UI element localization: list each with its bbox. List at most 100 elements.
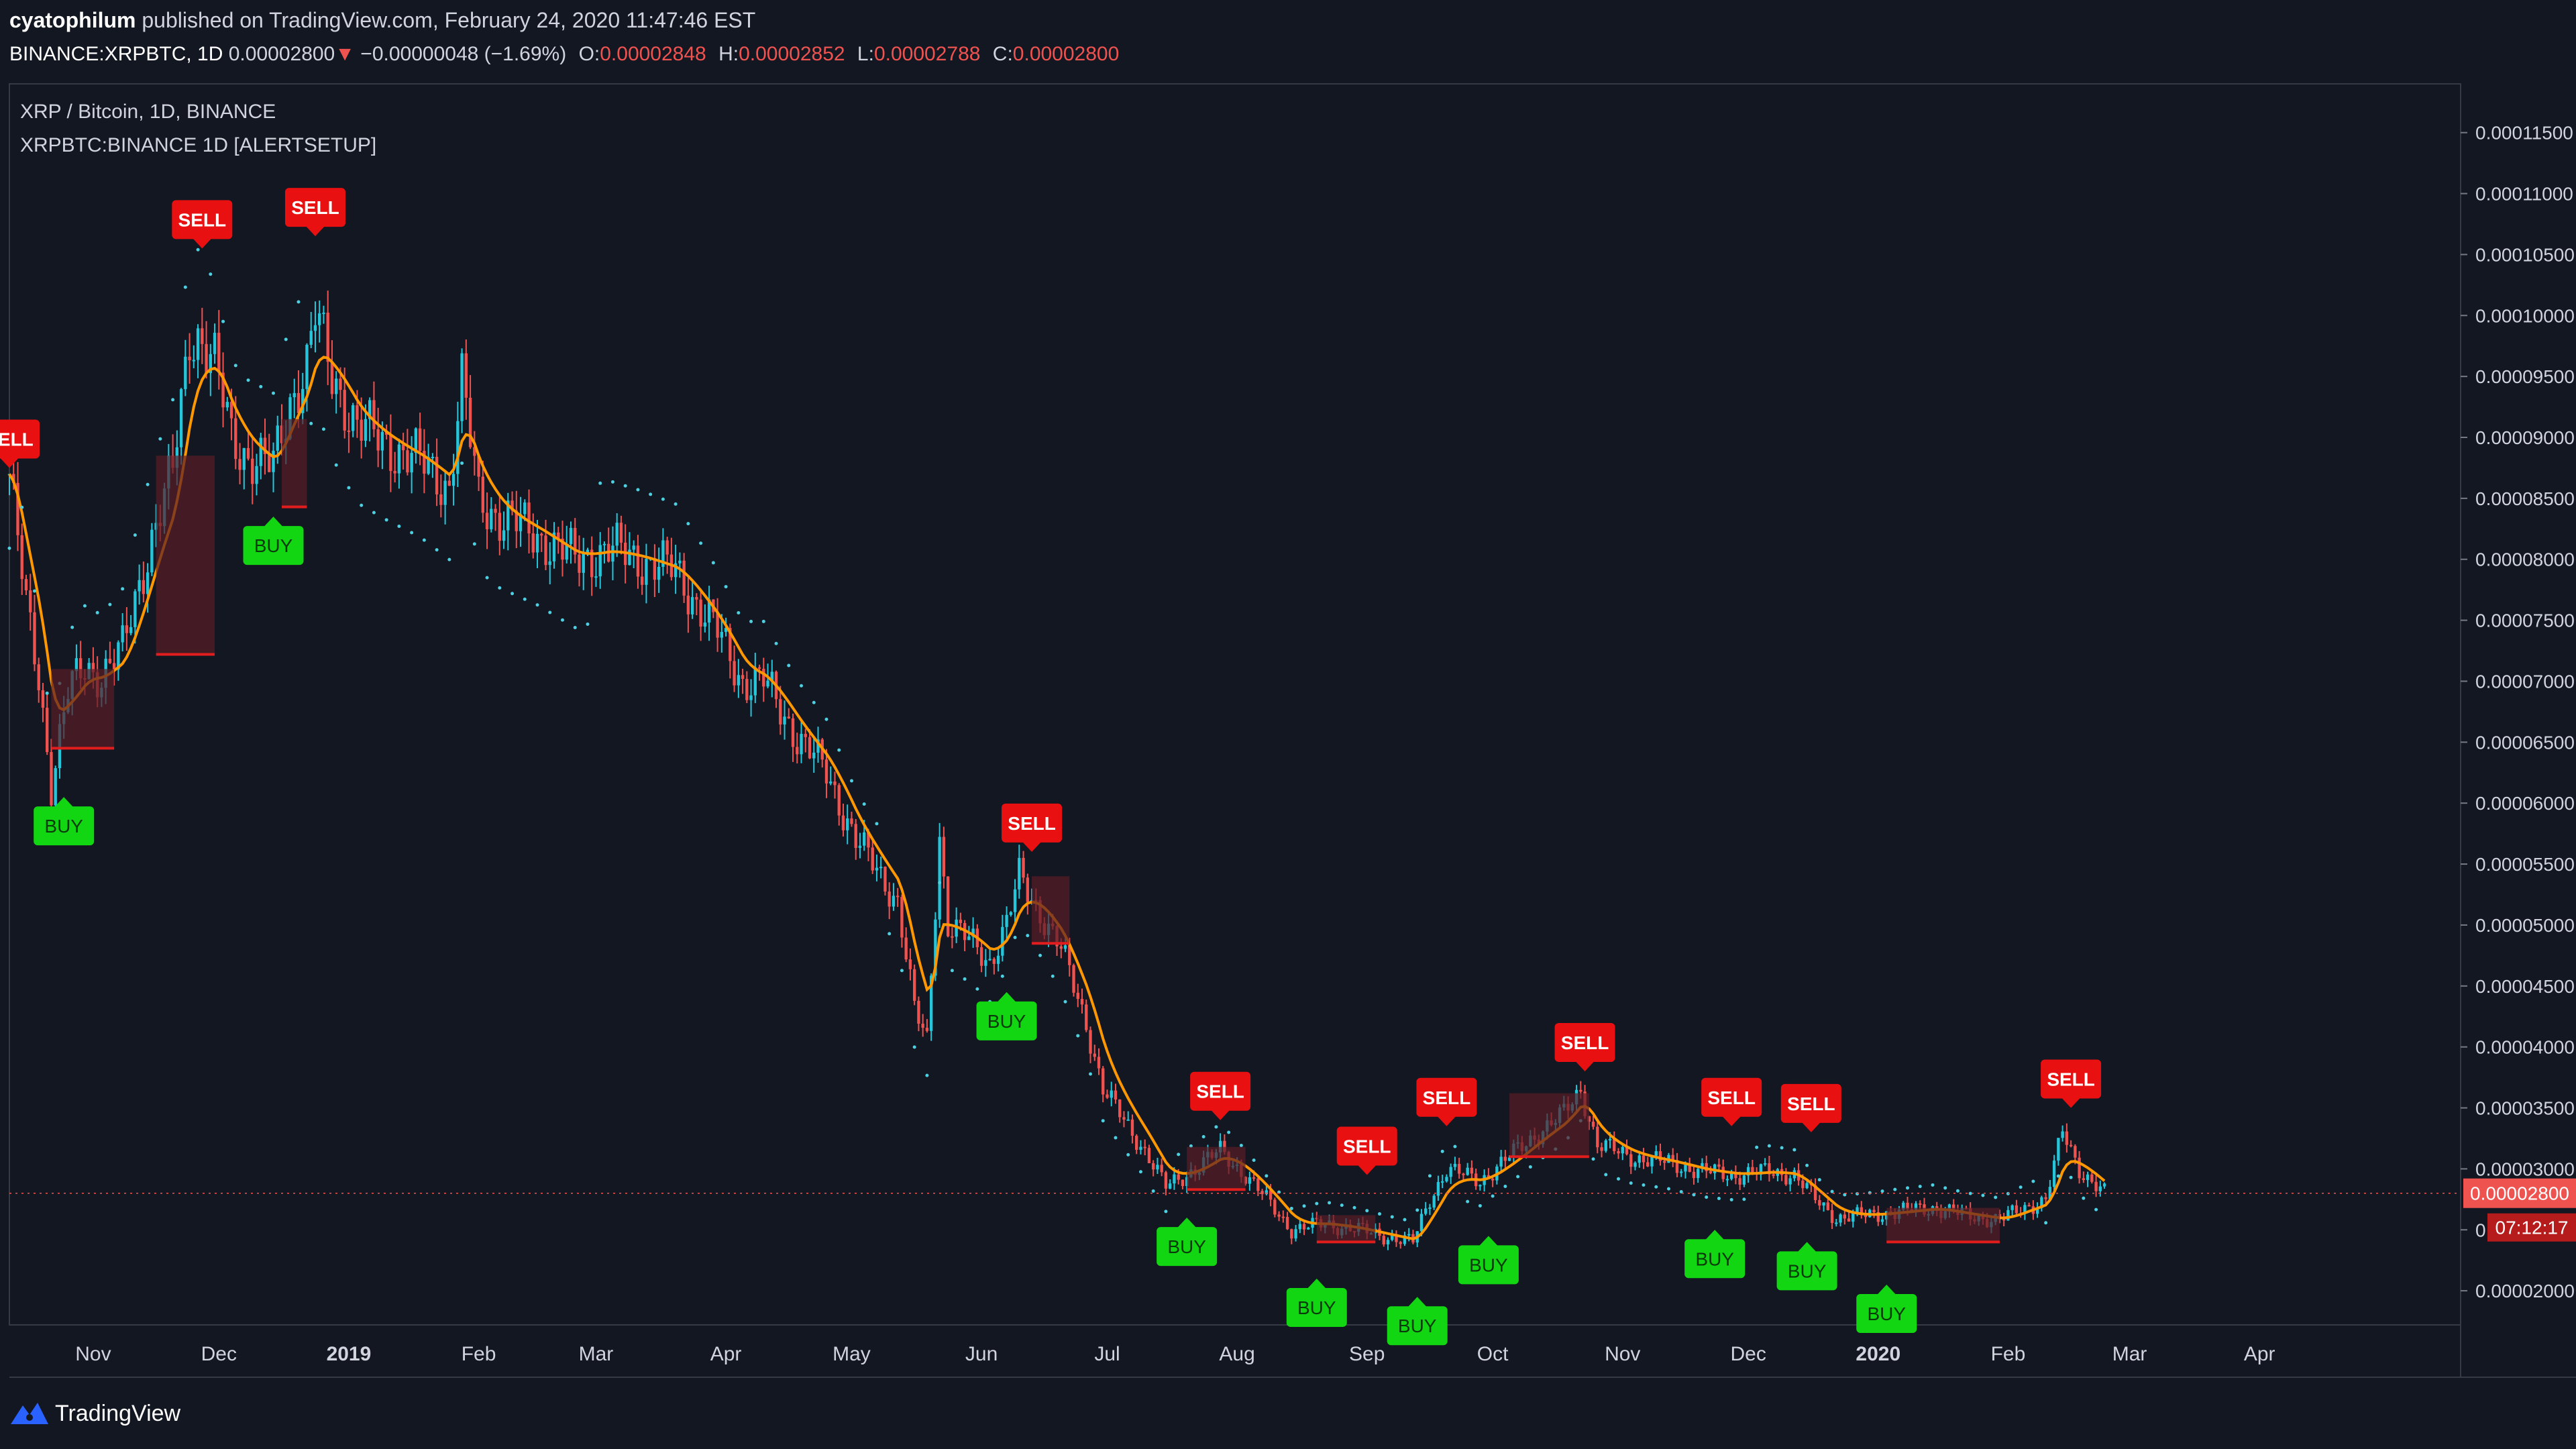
tradingview-logo[interactable]: TradingView xyxy=(9,1397,180,1430)
candle-body xyxy=(309,331,313,345)
stop-dot xyxy=(1428,1174,1432,1178)
sell-label: SELL xyxy=(0,429,34,449)
buy-signal[interactable]: BUY xyxy=(976,991,1037,1040)
candle-body xyxy=(816,739,820,753)
sell-label: SELL xyxy=(1196,1081,1244,1102)
buy-signal[interactable]: BUY xyxy=(1286,1278,1347,1327)
stop-dot xyxy=(20,505,24,509)
author-name[interactable]: cyatophilum xyxy=(9,8,136,32)
stop-dot xyxy=(1076,1034,1080,1038)
candle-body xyxy=(590,549,594,578)
sell-label: SELL xyxy=(1707,1087,1756,1108)
candle-body xyxy=(1298,1224,1302,1230)
candle-body xyxy=(745,679,749,700)
stop-dot xyxy=(523,597,527,601)
sell-signal[interactable]: SELL xyxy=(1780,1083,1841,1132)
stop-dot xyxy=(2019,1185,2023,1189)
candle-body xyxy=(2065,1131,2069,1145)
candle-body xyxy=(288,397,292,439)
buy-signal[interactable]: BUY xyxy=(1458,1236,1519,1285)
indicator-legend[interactable]: XRPBTC:BINANCE 1D [ALERTSETUP] xyxy=(20,134,377,156)
candle-body xyxy=(594,576,598,578)
sell-signal[interactable]: SELL xyxy=(2041,1059,2102,1108)
sell-signal[interactable]: SELL xyxy=(284,188,345,237)
buy-signal[interactable]: BUY xyxy=(1684,1230,1746,1279)
candle-body xyxy=(1013,889,1017,912)
candle-body xyxy=(925,1028,929,1031)
buy-signal[interactable]: BUY xyxy=(243,517,304,566)
candle-body xyxy=(297,392,301,413)
stop-dot xyxy=(812,700,816,704)
candle-body xyxy=(602,543,606,545)
buy-box xyxy=(1458,1245,1519,1285)
stop-dot xyxy=(2031,1179,2035,1183)
candle-body xyxy=(1688,1165,1691,1172)
sell-signal[interactable]: SELL xyxy=(0,419,40,468)
y-tick-label: 0.00005500 xyxy=(2475,854,2575,875)
sell-pointer xyxy=(193,238,212,249)
candle-body xyxy=(1269,1190,1273,1200)
sell-signal[interactable]: SELL xyxy=(1416,1077,1477,1126)
candle-body xyxy=(586,549,590,554)
buy-signal[interactable]: BUY xyxy=(1387,1297,1448,1346)
candle-body xyxy=(129,627,133,633)
stop-dot xyxy=(1026,934,1030,938)
candle-body xyxy=(2098,1186,2102,1191)
stop-dot xyxy=(45,691,49,695)
sell-signal[interactable]: SELL xyxy=(1701,1077,1762,1126)
candle-body xyxy=(423,451,426,474)
candle-body xyxy=(456,421,460,474)
sell-signal[interactable]: SELL xyxy=(1336,1126,1397,1175)
sell-label: SELL xyxy=(1787,1093,1835,1114)
candle-body xyxy=(1717,1164,1721,1167)
countdown-label: 07:12:17 xyxy=(2496,1218,2569,1238)
buy-signal[interactable]: BUY xyxy=(1856,1285,1917,1334)
sell-signal[interactable]: SELL xyxy=(1002,803,1063,852)
stop-dot xyxy=(623,484,627,488)
stop-dot xyxy=(1880,1189,1884,1193)
x-tick-label: Dec xyxy=(1730,1343,1766,1365)
sell-signal[interactable]: SELL xyxy=(1554,1023,1615,1072)
candle-body xyxy=(1445,1177,1448,1181)
candle-body xyxy=(665,540,669,555)
candle-body xyxy=(246,447,250,459)
candle-body xyxy=(1734,1172,1737,1179)
buy-signal[interactable]: BUY xyxy=(1776,1242,1837,1291)
candle-body xyxy=(1813,1185,1817,1200)
stop-dot xyxy=(1981,1193,1985,1197)
plot-area xyxy=(9,83,2461,1326)
candle-body xyxy=(951,936,954,938)
stop-dot xyxy=(498,586,502,590)
candle-body xyxy=(1629,1154,1633,1167)
candle-body xyxy=(967,936,971,941)
candle-body xyxy=(1479,1185,1482,1187)
candle-body xyxy=(272,450,275,472)
candle-body xyxy=(1919,1203,1922,1205)
high-value: 0.00002852 xyxy=(739,43,845,65)
close-label: C: xyxy=(992,43,1013,65)
signal-zone xyxy=(1187,1146,1246,1190)
candle-body xyxy=(213,333,217,354)
stop-dot xyxy=(1352,1205,1356,1210)
candle-body xyxy=(1613,1138,1616,1152)
sell-signal[interactable]: SELL xyxy=(1190,1071,1251,1120)
sell-pointer xyxy=(0,458,19,468)
candle-body xyxy=(1252,1177,1256,1179)
candle-body xyxy=(929,975,933,1031)
candle-body xyxy=(1759,1164,1763,1175)
buy-pointer xyxy=(1797,1242,1817,1252)
candle-body xyxy=(979,947,983,966)
candle-body xyxy=(112,663,116,670)
buy-signal[interactable]: BUY xyxy=(34,797,95,846)
sell-label: SELL xyxy=(2047,1069,2095,1090)
x-tick-label: Feb xyxy=(1991,1343,2026,1365)
candle-body xyxy=(1290,1229,1293,1239)
candle-body xyxy=(133,591,137,627)
candle-body xyxy=(912,969,916,1001)
buy-signal[interactable]: BUY xyxy=(1157,1218,1218,1267)
sell-signal[interactable]: SELL xyxy=(172,200,233,249)
last-price: 0.00002800 xyxy=(228,43,335,65)
sell-label: SELL xyxy=(1008,813,1056,834)
stop-dot xyxy=(749,619,753,623)
